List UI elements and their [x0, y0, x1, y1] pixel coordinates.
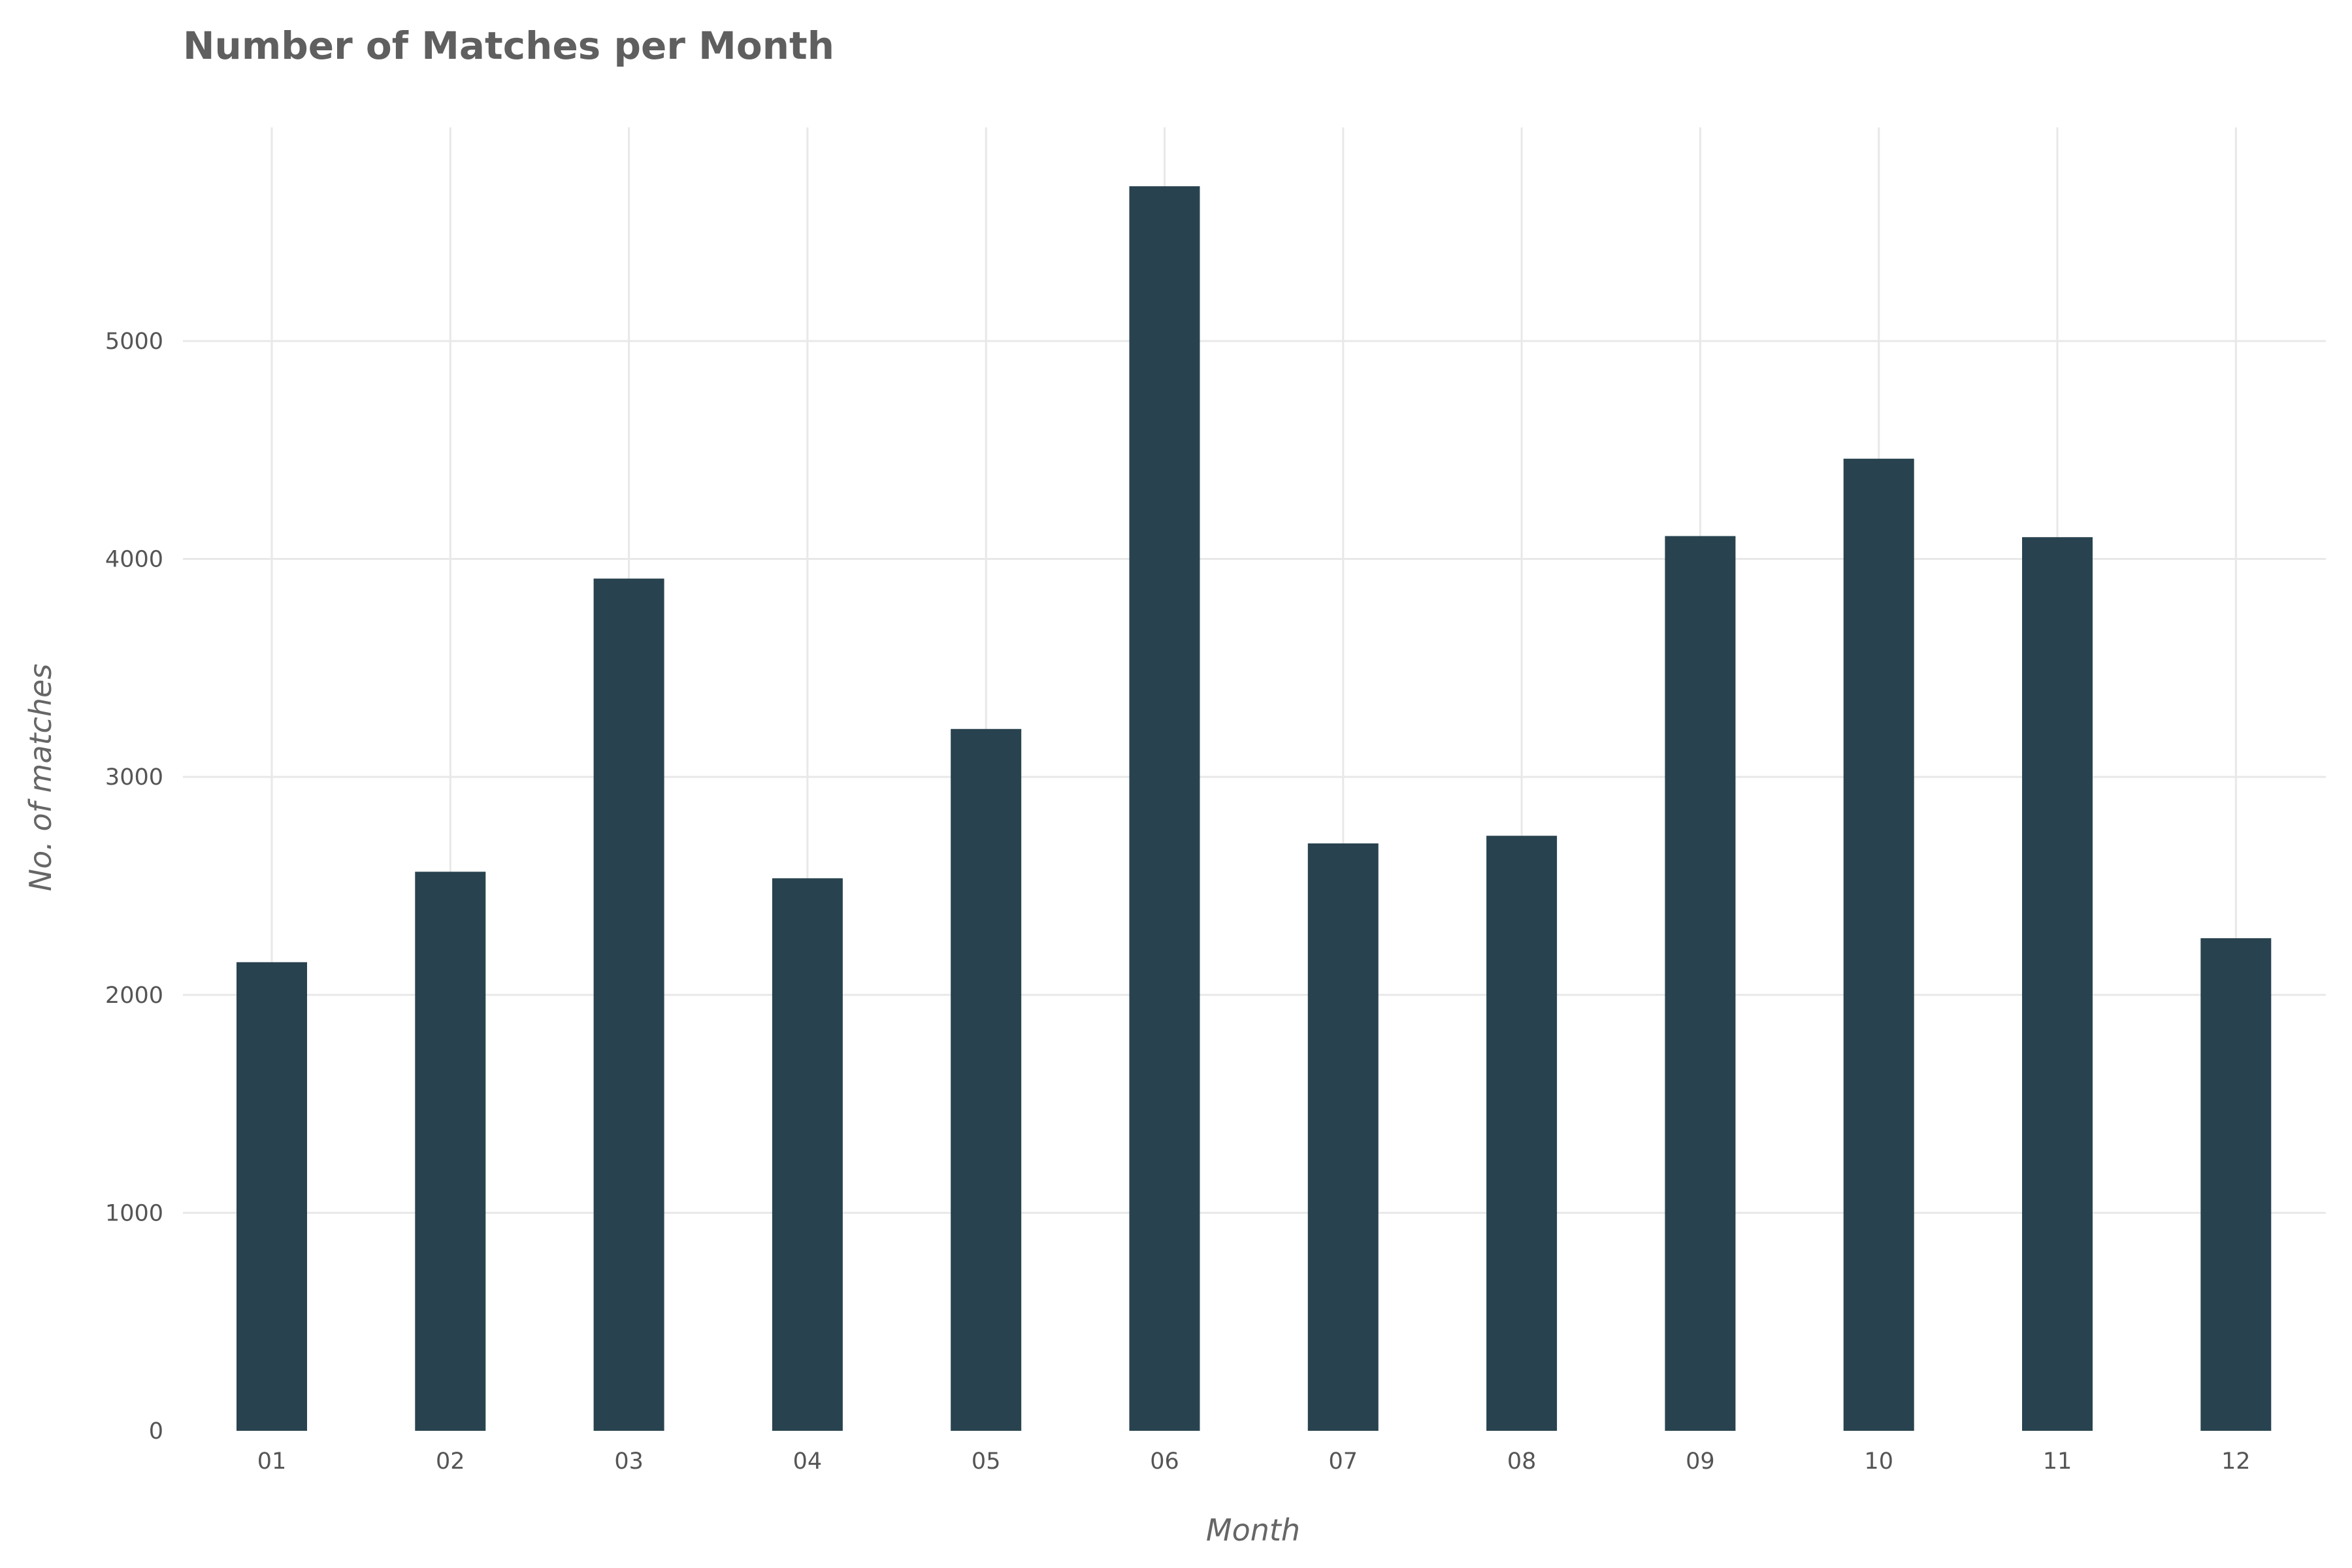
x-tick-label-05: 05	[972, 1448, 1001, 1475]
x-axis-ticks: 01 02 03 04 05 06 07 08 09 10 11 12	[257, 1448, 2251, 1475]
x-tick-label-04: 04	[793, 1448, 823, 1475]
x-tick-label-01: 01	[257, 1448, 287, 1475]
y-tick-label-3000: 3000	[105, 764, 163, 791]
x-tick-label-07: 07	[1329, 1448, 1358, 1475]
x-tick-label-10: 10	[1864, 1448, 1893, 1475]
x-tick-label-03: 03	[614, 1448, 644, 1475]
bar-09	[1665, 536, 1736, 1431]
bar-07	[1307, 843, 1379, 1431]
bars	[237, 186, 2272, 1431]
bar-01	[237, 962, 307, 1431]
bar-11	[2022, 537, 2093, 1431]
x-tick-label-02: 02	[436, 1448, 465, 1475]
y-tick-label-5000: 5000	[105, 329, 163, 355]
bar-04	[772, 878, 843, 1431]
x-axis-label: Month	[1206, 1512, 1300, 1548]
chart-title: Number of Matches per Month	[183, 24, 834, 68]
bar-06	[1129, 186, 1200, 1431]
x-tick-label-12: 12	[2221, 1448, 2251, 1475]
bar-03	[593, 578, 664, 1431]
bar-02	[415, 872, 486, 1431]
bar-05	[951, 728, 1022, 1431]
y-axis-label: No. of matches	[23, 664, 58, 892]
x-tick-label-08: 08	[1507, 1448, 1537, 1475]
y-tick-label-1000: 1000	[105, 1200, 163, 1226]
x-tick-label-11: 11	[2043, 1448, 2072, 1475]
x-tick-label-06: 06	[1150, 1448, 1179, 1475]
bar-12	[2200, 938, 2272, 1431]
y-axis-ticks: 0 1000 2000 3000 4000 5000	[105, 329, 163, 1445]
y-tick-label-4000: 4000	[105, 547, 163, 573]
gridlines	[183, 127, 2326, 1431]
x-tick-label-09: 09	[1686, 1448, 1715, 1475]
y-tick-label-2000: 2000	[105, 983, 163, 1009]
y-tick-label-0: 0	[149, 1418, 163, 1445]
bar-08	[1486, 836, 1558, 1431]
bar-10	[1843, 459, 1914, 1431]
